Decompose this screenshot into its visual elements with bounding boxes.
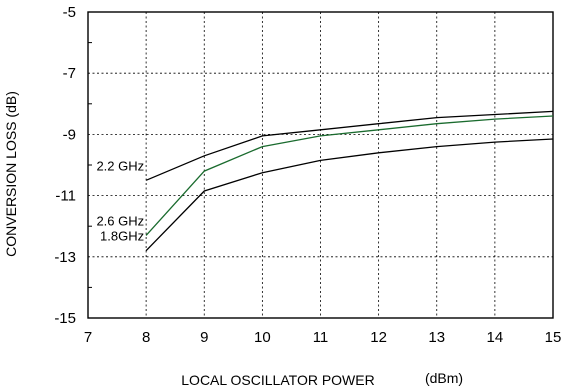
- y-tick-label: -13: [54, 249, 76, 266]
- series-line: [145, 115, 554, 236]
- x-axis-title: LOCAL OSCILLATOR POWER: [181, 372, 374, 388]
- series-line: [145, 110, 554, 181]
- y-tick-label: -9: [63, 126, 76, 143]
- x-tick-label: 7: [84, 329, 92, 346]
- y-tick-label: -11: [55, 188, 76, 205]
- x-tick-label: 11: [313, 329, 329, 346]
- y-tick-label: -7: [63, 65, 76, 82]
- y-tick-label: -15: [54, 310, 76, 327]
- x-tick-label: 14: [487, 329, 504, 346]
- y-tick-labels: -5 -7 -9 -11 -13 -15: [54, 4, 76, 327]
- x-tick-label: 13: [428, 329, 445, 346]
- x-tick-label: 10: [254, 329, 271, 346]
- series-label: 1.8GHz: [100, 229, 144, 244]
- x-tick-labels: 7 8 9 10 11 12 13 14 15: [84, 329, 562, 346]
- series-label: 2.6 GHz: [96, 213, 144, 228]
- x-tick-label: 15: [545, 329, 562, 346]
- y-tick-label: -5: [63, 4, 76, 21]
- x-tick-label: 12: [370, 329, 387, 346]
- y-axis-title: CONVERSION LOSS (dB): [3, 91, 19, 257]
- series-label: 2.2 GHz: [96, 158, 144, 173]
- series-line: [145, 138, 554, 252]
- plot-frame: [87, 11, 554, 319]
- x-tick-label: 9: [200, 329, 208, 346]
- series-lines: [145, 110, 554, 252]
- x-tick-label: 8: [142, 329, 150, 346]
- grid: [88, 12, 553, 318]
- x-axis-unit: (dBm): [425, 370, 463, 386]
